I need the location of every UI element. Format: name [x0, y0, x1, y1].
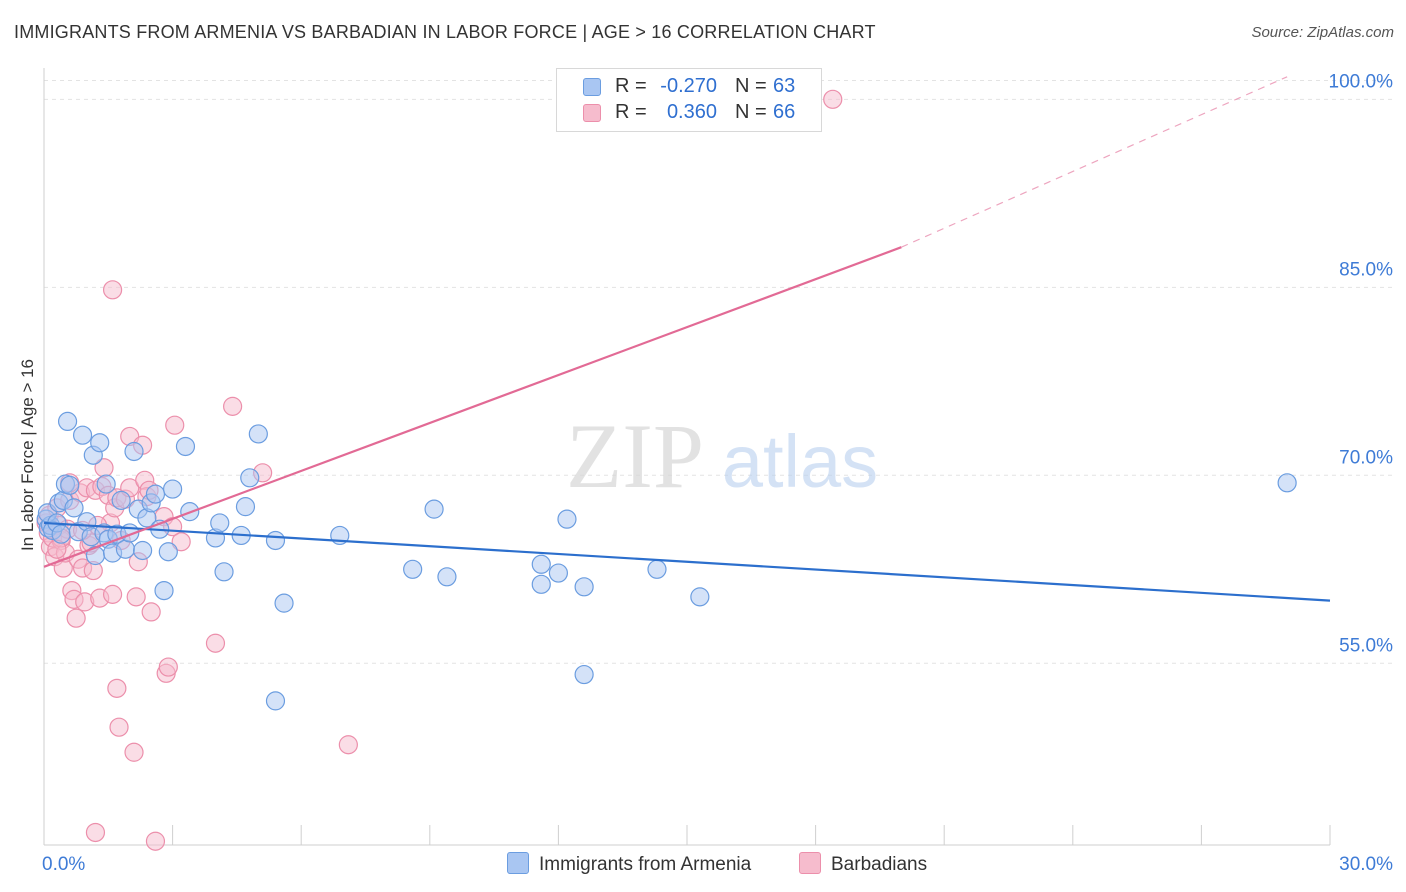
armenia-legend-swatch — [507, 852, 529, 874]
r-label: R = — [615, 101, 647, 123]
armenia-point — [437, 567, 457, 587]
n-value: 63 — [773, 75, 796, 97]
armenia-point — [248, 424, 268, 444]
x-tick-label-min: 0.0% — [42, 854, 85, 875]
armenia-point — [214, 562, 234, 582]
armenia-point — [265, 691, 286, 711]
legend-item-barbadians: Barbadians — [799, 852, 927, 876]
barbadian-point — [102, 584, 123, 604]
barbadian-trend-extension — [901, 76, 1288, 248]
legend-row-barbadians: R = 0.360 N = 66 — [557, 101, 821, 127]
barbadian-point — [66, 608, 86, 628]
armenia-point — [60, 475, 80, 495]
barbadian-point — [223, 396, 243, 416]
legend-item-armenia: Immigrants from Armenia — [507, 852, 751, 876]
barbadian-point — [124, 742, 144, 762]
chart-title: IMMIGRANTS FROM ARMENIA VS BARBADIAN IN … — [14, 22, 876, 42]
r-value: 0.360 — [666, 101, 717, 123]
armenia-swatch — [583, 78, 601, 96]
armenia-point — [90, 433, 110, 453]
armenia-point — [124, 441, 144, 462]
barbadian-point — [102, 280, 123, 300]
x-tick-label-max: 30.0% — [1339, 854, 1393, 875]
x-tick-labels: 0.0% 30.0% — [42, 854, 1393, 875]
n-label: N = — [735, 75, 767, 97]
armenia-point — [132, 540, 153, 561]
n-value: 66 — [773, 101, 796, 123]
armenia-point — [72, 425, 93, 445]
armenia-point — [274, 593, 294, 613]
barbadian-point — [823, 89, 843, 109]
axes — [43, 68, 1331, 846]
barbadian-point — [109, 717, 129, 737]
watermark-atlas: atlas — [722, 420, 878, 503]
armenia-point — [265, 530, 286, 551]
armenia-point — [690, 587, 710, 607]
armenia-point — [158, 542, 178, 562]
barbadian-point — [171, 532, 191, 552]
armenia-trend-line — [43, 521, 1331, 602]
armenia-point — [574, 577, 594, 597]
barbadian-point — [158, 657, 178, 677]
armenia-point — [154, 580, 174, 601]
armenia-point — [531, 554, 551, 574]
armenia-point — [403, 559, 423, 579]
barbadian-point — [205, 633, 226, 653]
armenia-point — [175, 436, 196, 457]
armenia-point — [548, 563, 569, 583]
armenia-point — [557, 509, 577, 529]
grid-lines — [44, 80, 1392, 664]
stats-legend: R = -0.270 N = 63 R = 0.360 N = 66 — [556, 68, 822, 132]
armenia-point — [647, 559, 667, 579]
armenia-point — [163, 479, 183, 499]
armenia-points — [36, 411, 1297, 711]
barbadian-point — [338, 735, 358, 755]
armenia-point — [574, 664, 594, 685]
armenia-point — [424, 499, 444, 519]
y-tick-label: 100.0% — [1329, 71, 1394, 92]
n-label: N = — [735, 101, 767, 123]
armenia-point — [531, 574, 551, 594]
barbadian-point — [107, 678, 127, 698]
armenia-point — [57, 411, 78, 432]
y-tick-label: 85.0% — [1339, 259, 1393, 280]
armenia-point — [210, 513, 230, 533]
y-axis-label: In Labor Force | Age > 16 — [18, 358, 37, 552]
barbadian-trend-line — [43, 246, 902, 568]
armenia-point — [111, 490, 131, 510]
barbadian-legend-label: Barbadians — [831, 854, 928, 875]
legend-row-armenia: R = -0.270 N = 63 — [557, 75, 821, 101]
armenia-point — [64, 498, 84, 518]
y-tick-labels: 55.0% 70.0% 85.0% 100.0% — [1329, 71, 1394, 656]
r-value: -0.270 — [660, 75, 717, 97]
y-tick-label: 70.0% — [1339, 447, 1393, 468]
armenia-point — [96, 474, 116, 494]
barbadian-point — [145, 831, 166, 851]
barbadian-point — [165, 415, 185, 435]
barbadian-swatch — [583, 104, 601, 122]
watermark-zip: ZIP — [566, 405, 704, 507]
r-label: R = — [615, 75, 647, 97]
armenia-point — [51, 524, 71, 544]
trend-lines — [43, 76, 1331, 602]
armenia-point — [1277, 473, 1297, 493]
armenia-point — [145, 484, 166, 504]
barbadian-point — [141, 602, 161, 622]
armenia-point — [115, 539, 136, 559]
barbadian-point — [126, 587, 146, 607]
armenia-point — [235, 497, 256, 517]
barbadian-legend-swatch — [799, 852, 821, 874]
source-label: Source: ZipAtlas.com — [1251, 24, 1394, 41]
y-tick-label: 55.0% — [1339, 635, 1393, 656]
armenia-legend-label: Immigrants from Armenia — [539, 854, 752, 875]
barbadian-point — [85, 822, 106, 843]
armenia-point — [240, 468, 260, 488]
